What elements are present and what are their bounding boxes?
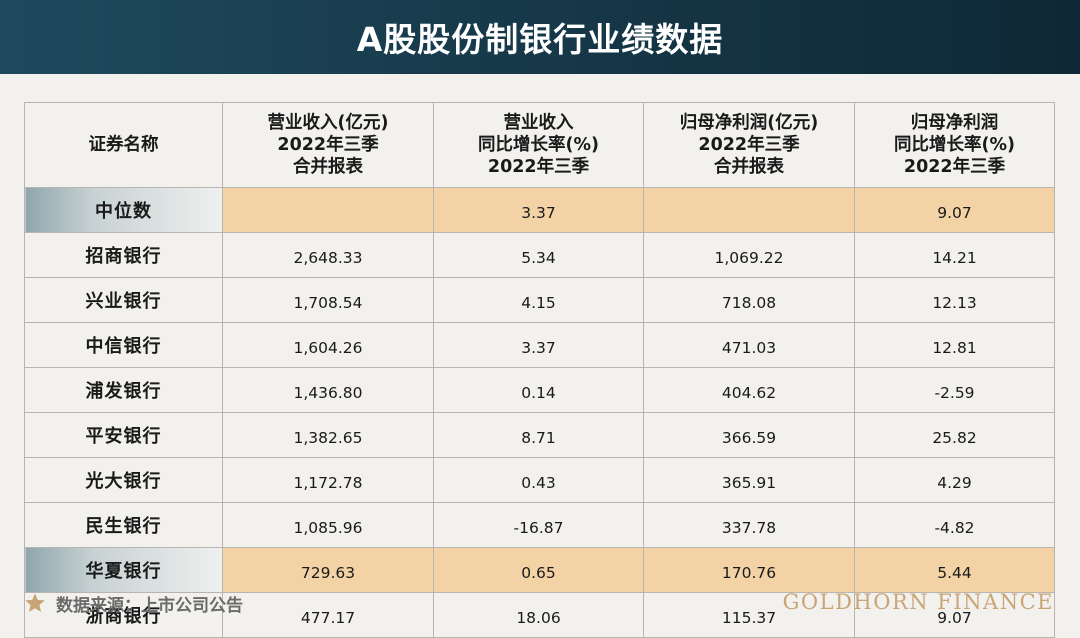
- net-profit-cell: 365.91: [643, 457, 855, 503]
- security-name-cell: 中位数: [24, 187, 223, 233]
- header-revenue-growth: 营业收入 同比增长率(%) 2022年三季: [433, 102, 644, 188]
- table-row: 民生银行 1,085.96 -16.87 337.78 -4.82: [24, 502, 1055, 548]
- table-row: 华夏银行 729.63 0.65 170.76 5.44: [24, 547, 1055, 593]
- profit-growth-cell: 9.07: [854, 592, 1055, 638]
- revenue-cell: 1,708.54: [222, 277, 434, 323]
- profit-growth-cell: -4.82: [854, 502, 1055, 548]
- revenue-cell: 1,172.78: [222, 457, 434, 503]
- net-profit-cell: 115.37: [643, 592, 855, 638]
- table-row: 招商银行 2,648.33 5.34 1,069.22 14.21: [24, 232, 1055, 278]
- revenue-cell: 1,085.96: [222, 502, 434, 548]
- revenue-growth-cell: 0.65: [433, 547, 644, 593]
- profit-growth-cell: 12.13: [854, 277, 1055, 323]
- revenue-cell: 729.63: [222, 547, 434, 593]
- revenue-cell: 1,382.65: [222, 412, 434, 458]
- title-bar: A股股份制银行业绩数据: [0, 0, 1080, 74]
- brand-logo-text: GOLDHORN FINANCE: [782, 590, 1054, 614]
- security-name-cell: 招商银行: [24, 232, 223, 278]
- security-name-cell: 华夏银行: [24, 547, 223, 593]
- revenue-cell: 1,604.26: [222, 322, 434, 368]
- revenue-growth-cell: 3.37: [433, 187, 644, 233]
- net-profit-cell: 1,069.22: [643, 232, 855, 278]
- table-row: 平安银行 1,382.65 8.71 366.59 25.82: [24, 412, 1055, 458]
- profit-growth-cell: 5.44: [854, 547, 1055, 593]
- source-text: 数据来源：上市公司公告: [56, 595, 243, 616]
- table-row: 兴业银行 1,708.54 4.15 718.08 12.13: [24, 277, 1055, 323]
- profit-growth-cell: -2.59: [854, 367, 1055, 413]
- bank-performance-table: 证券名称 营业收入(亿元) 2022年三季 合并报表 营业收入 同比增长率(%)…: [24, 102, 1055, 638]
- header-security-name: 证券名称: [24, 102, 223, 188]
- table-row: 中位数 3.37 9.07: [24, 187, 1055, 233]
- header-revenue: 营业收入(亿元) 2022年三季 合并报表: [222, 102, 434, 188]
- profit-growth-cell: 9.07: [854, 187, 1055, 233]
- revenue-cell: 2,648.33: [222, 232, 434, 278]
- revenue-growth-cell: 18.06: [433, 592, 644, 638]
- net-profit-cell: 366.59: [643, 412, 855, 458]
- security-name-cell: 光大银行: [24, 457, 223, 503]
- table-row: 浙商银行 477.17 18.06 115.37 9.07: [24, 592, 1055, 638]
- header-profit-growth: 归母净利润 同比增长率(%) 2022年三季: [854, 102, 1055, 188]
- revenue-growth-cell: 8.71: [433, 412, 644, 458]
- revenue-growth-cell: 3.37: [433, 322, 644, 368]
- security-name-cell: 中信银行: [24, 322, 223, 368]
- security-name-cell: 民生银行: [24, 502, 223, 548]
- profit-growth-cell: 14.21: [854, 232, 1055, 278]
- revenue-cell: 1,436.80: [222, 367, 434, 413]
- table-row: 光大银行 1,172.78 0.43 365.91 4.29: [24, 457, 1055, 503]
- profit-growth-cell: 4.29: [854, 457, 1055, 503]
- revenue-growth-cell: 4.15: [433, 277, 644, 323]
- net-profit-cell: 404.62: [643, 367, 855, 413]
- net-profit-cell: 471.03: [643, 322, 855, 368]
- data-table-container: 证券名称 营业收入(亿元) 2022年三季 合并报表 营业收入 同比增长率(%)…: [24, 102, 1055, 638]
- net-profit-cell: 170.76: [643, 547, 855, 593]
- revenue-cell: 477.17: [222, 592, 434, 638]
- page-title: A股股份制银行业绩数据: [356, 20, 724, 59]
- revenue-cell: [222, 187, 434, 233]
- net-profit-cell: 718.08: [643, 277, 855, 323]
- table-row: 浦发银行 1,436.80 0.14 404.62 -2.59: [24, 367, 1055, 413]
- revenue-growth-cell: 0.43: [433, 457, 644, 503]
- table-header-row: 证券名称 营业收入(亿元) 2022年三季 合并报表 营业收入 同比增长率(%)…: [24, 102, 1055, 188]
- table-body: 中位数 3.37 9.07 招商银行 2,648.33 5.34 1,069.22 14.21…: [24, 187, 1055, 638]
- table-row: 中信银行 1,604.26 3.37 471.03 12.81: [24, 322, 1055, 368]
- header-net-profit: 归母净利润(亿元) 2022年三季 合并报表: [643, 102, 855, 188]
- profit-growth-cell: 12.81: [854, 322, 1055, 368]
- security-name-cell: 兴业银行: [24, 277, 223, 323]
- security-name-cell: 平安银行: [24, 412, 223, 458]
- net-profit-cell: 337.78: [643, 502, 855, 548]
- security-name-cell: 浙商银行: [24, 592, 223, 638]
- source-note: 数据来源：上市公司公告: [24, 590, 243, 616]
- profit-growth-cell: 25.82: [854, 412, 1055, 458]
- revenue-growth-cell: -16.87: [433, 502, 644, 548]
- security-name-cell: 浦发银行: [24, 367, 223, 413]
- star-icon: [25, 593, 45, 612]
- revenue-growth-cell: 0.14: [433, 367, 644, 413]
- revenue-growth-cell: 5.34: [433, 232, 644, 278]
- net-profit-cell: [643, 187, 855, 233]
